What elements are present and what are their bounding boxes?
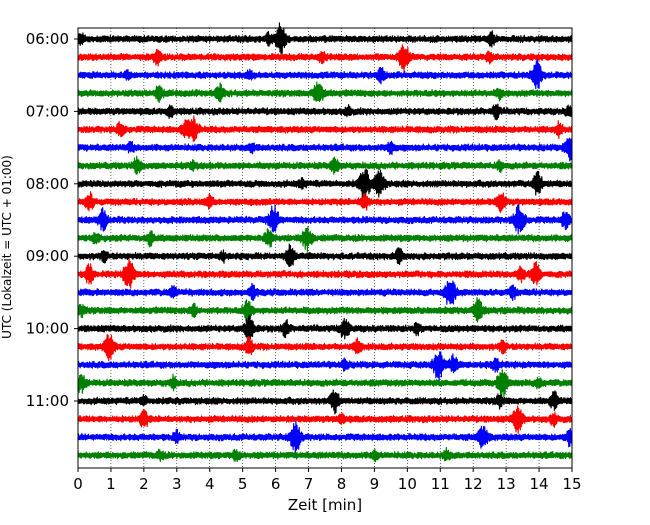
trace-row-8: [77, 168, 573, 200]
x-tick-label-2: 2: [139, 475, 149, 493]
trace-row-17: [77, 334, 573, 362]
x-tick-label-14: 14: [530, 475, 549, 493]
vertical-gridlines: [110, 28, 540, 468]
y-tick-label-1: 07:00: [26, 102, 69, 120]
y-tick-label-0: 06:00: [26, 30, 69, 48]
x-tick-label-3: 3: [172, 475, 182, 493]
x-tick-label-5: 5: [238, 475, 248, 493]
trace-row-3: [77, 81, 573, 103]
trace-row-12: [77, 243, 573, 267]
x-tick-label-13: 13: [497, 475, 516, 493]
trace-row-1: [77, 44, 573, 74]
trace-row-6: [77, 137, 573, 162]
x-tick-label-8: 8: [337, 475, 347, 493]
x-tick-label-4: 4: [205, 475, 215, 493]
x-tick-label-0: 0: [73, 475, 83, 493]
x-tick-label-6: 6: [271, 475, 281, 493]
trace-row-0: [77, 22, 573, 56]
y-axis-label: UTC (Lokalzeit = UTC + 01:00): [0, 155, 14, 339]
trace-row-7: [77, 155, 573, 175]
trace-row-2: [77, 59, 573, 90]
trace-row-13: [77, 258, 573, 289]
trace-row-22: [77, 421, 573, 455]
x-tick-label-12: 12: [464, 475, 483, 493]
trace-row-19: [77, 369, 573, 400]
trace-row-16: [77, 314, 573, 344]
x-axis-ticks: 0 1 2 3 4 5 6 7 8 9 10 11 12 13 14 15: [73, 468, 582, 493]
plot-frame: [77, 27, 573, 469]
trace-row-20: [77, 389, 573, 415]
trace-row-4: [77, 103, 573, 121]
trace-group: [77, 22, 573, 463]
y-tick-label-5: 11:00: [26, 392, 69, 410]
trace-row-10: [77, 204, 573, 235]
trace-row-5: [77, 115, 573, 142]
trace-row-11: [77, 226, 573, 253]
x-axis-label: Zeit [min]: [288, 496, 362, 514]
y-axis-ticks: 06:00 07:00 08:00 09:00 10:00 11:00: [26, 30, 78, 410]
x-tick-label-9: 9: [370, 475, 380, 493]
x-tick-label-11: 11: [431, 475, 450, 493]
trace-row-18: [77, 351, 573, 382]
trace-row-9: [77, 191, 573, 213]
trace-row-15: [77, 297, 573, 323]
trace-row-21: [77, 405, 573, 435]
y-tick-label-4: 10:00: [26, 320, 69, 338]
x-tick-label-1: 1: [106, 475, 116, 493]
y-tick-label-3: 09:00: [26, 247, 69, 265]
x-tick-label-10: 10: [398, 475, 417, 493]
trace-row-14: [77, 280, 573, 305]
y-tick-label-2: 08:00: [26, 175, 69, 193]
x-tick-label-15: 15: [562, 475, 581, 493]
x-tick-label-7: 7: [304, 475, 314, 493]
trace-row-23: [77, 446, 573, 463]
